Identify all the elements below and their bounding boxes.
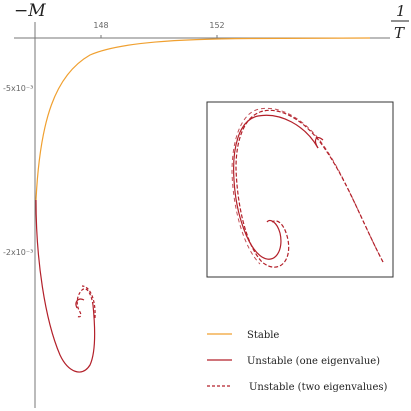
x-tick-label: 148	[93, 21, 108, 30]
series-unstable-one-line-inner	[75, 298, 85, 309]
legend-label: Stable	[247, 330, 279, 341]
legend-label: Unstable (two eigenvalues)	[249, 382, 388, 393]
series-unstable-one-line	[35, 199, 96, 373]
y-tick-label: -2x10⁻³	[3, 248, 33, 257]
x-axis-title-denominator: T	[394, 24, 405, 42]
y-ticks: -5x10⁻³ -2x10⁻³	[3, 84, 33, 257]
x-axis-title-numerator: 1	[396, 2, 406, 20]
legend: Stable Unstable (one eigenvalue) Unstabl…	[207, 330, 388, 393]
inset-unstable-two-line	[235, 109, 384, 268]
legend-label: Unstable (one eigenvalue)	[247, 356, 380, 367]
inset	[206, 101, 394, 278]
y-tick-label: -5x10⁻³	[3, 84, 33, 93]
inset-unstable-two-line-b	[231, 107, 384, 265]
x-ticks: 148 152	[93, 21, 225, 38]
inset-hook	[314, 136, 324, 149]
x-tick-label: 152	[209, 21, 224, 30]
legend-item: Unstable (two eigenvalues)	[207, 382, 388, 393]
inset-unstable-one-line	[233, 114, 319, 260]
series-unstable-two-line-outer	[81, 285, 96, 319]
series-stable-line	[35, 37, 371, 201]
y-axis-title: −M	[14, 1, 46, 21]
legend-item: Unstable (one eigenvalue)	[207, 356, 380, 367]
legend-item: Stable	[207, 330, 279, 341]
series-unstable-two-line	[76, 288, 94, 318]
x-axis-title: 1 T	[391, 2, 409, 42]
